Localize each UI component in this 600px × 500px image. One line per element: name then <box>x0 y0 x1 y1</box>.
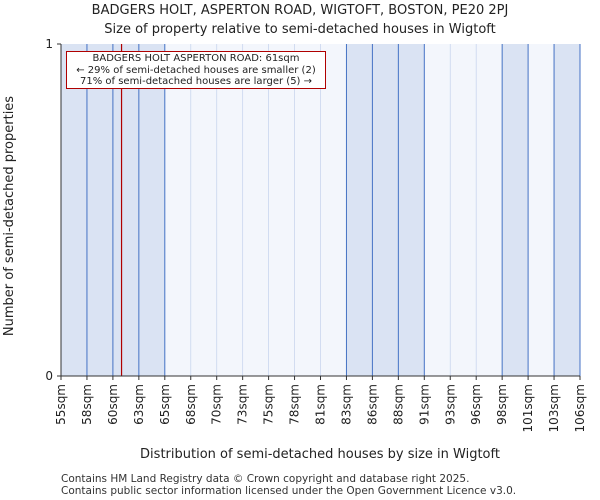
x-axis-label: Distribution of semi-detached houses by … <box>140 447 500 462</box>
bar-65sqm <box>164 44 191 376</box>
bar-91sqm <box>424 44 451 376</box>
bar-88sqm <box>398 44 425 376</box>
x-tick-label-106sqm: 106sqm <box>573 384 587 432</box>
bar-70sqm <box>216 44 243 376</box>
bar-86sqm <box>372 44 399 376</box>
bar-101sqm <box>528 44 555 376</box>
x-tick-label-98sqm: 98sqm <box>495 384 509 425</box>
annotation-line-3: 71% of semi-detached houses are larger (… <box>79 76 313 87</box>
chart-title: BADGERS HOLT, ASPERTON ROAD, WIGTOFT, BO… <box>91 3 509 18</box>
bar-83sqm <box>346 44 373 376</box>
x-tick-label-78sqm: 78sqm <box>288 384 302 425</box>
x-tick-label-96sqm: 96sqm <box>469 384 483 425</box>
bar-68sqm <box>190 44 217 376</box>
x-tick-label-101sqm: 101sqm <box>521 384 535 432</box>
bar-96sqm <box>476 44 503 376</box>
bar-63sqm <box>138 44 165 376</box>
x-tick-label-103sqm: 103sqm <box>547 384 561 432</box>
x-tick-labels: 55sqm 58sqm 60sqm 63sqm 65sqm 68sqm 70sqm 73sqm… <box>54 376 587 432</box>
grid-lines <box>60 44 581 376</box>
bar-58sqm <box>86 44 113 376</box>
x-tick-label-81sqm: 81sqm <box>314 384 328 425</box>
y-tick-label-0: 0 <box>45 369 53 383</box>
footer-line-1: Contains HM Land Registry data © Crown c… <box>61 473 470 485</box>
bar-93sqm <box>450 44 477 376</box>
bar-78sqm <box>294 44 321 376</box>
x-tick-label-73sqm: 73sqm <box>236 384 250 425</box>
bar-103sqm <box>554 44 580 376</box>
y-tick-label-1: 1 <box>45 37 53 51</box>
bar-81sqm <box>320 44 347 376</box>
bar-98sqm <box>502 44 529 376</box>
bar-55sqm <box>61 44 87 376</box>
x-tick-label-93sqm: 93sqm <box>443 384 457 425</box>
y-axis-label: Number of semi-detached properties <box>2 96 17 336</box>
bar-73sqm <box>242 44 269 376</box>
x-tick-label-83sqm: 83sqm <box>339 384 353 425</box>
x-tick-label-70sqm: 70sqm <box>210 384 224 425</box>
bar-60sqm <box>112 44 139 376</box>
bar-75sqm <box>268 44 295 376</box>
x-tick-label-55sqm: 55sqm <box>54 384 68 425</box>
footer-line-2: Contains public sector information licen… <box>61 485 517 497</box>
annotation-line-1: BADGERS HOLT ASPERTON ROAD: 61sqm <box>92 53 300 64</box>
chart-subtitle: Size of property relative to semi-detach… <box>104 22 496 37</box>
x-tick-label-75sqm: 75sqm <box>262 384 276 425</box>
annotation-line-2: ← 29% of semi-detached houses are smalle… <box>76 64 316 76</box>
x-tick-label-68sqm: 68sqm <box>184 384 198 425</box>
y-tick-labels: 01 <box>45 37 61 383</box>
x-tick-label-65sqm: 65sqm <box>158 384 172 425</box>
x-tick-label-86sqm: 86sqm <box>365 384 379 425</box>
x-tick-label-60sqm: 60sqm <box>106 384 120 425</box>
x-tick-label-91sqm: 91sqm <box>417 384 431 425</box>
bars-group <box>61 44 580 376</box>
property-annotation-box: BADGERS HOLT ASPERTON ROAD: 61sqm ← 29% … <box>66 51 326 89</box>
x-tick-label-63sqm: 63sqm <box>132 384 146 425</box>
x-tick-label-58sqm: 58sqm <box>80 384 94 425</box>
x-tick-label-88sqm: 88sqm <box>391 384 405 425</box>
